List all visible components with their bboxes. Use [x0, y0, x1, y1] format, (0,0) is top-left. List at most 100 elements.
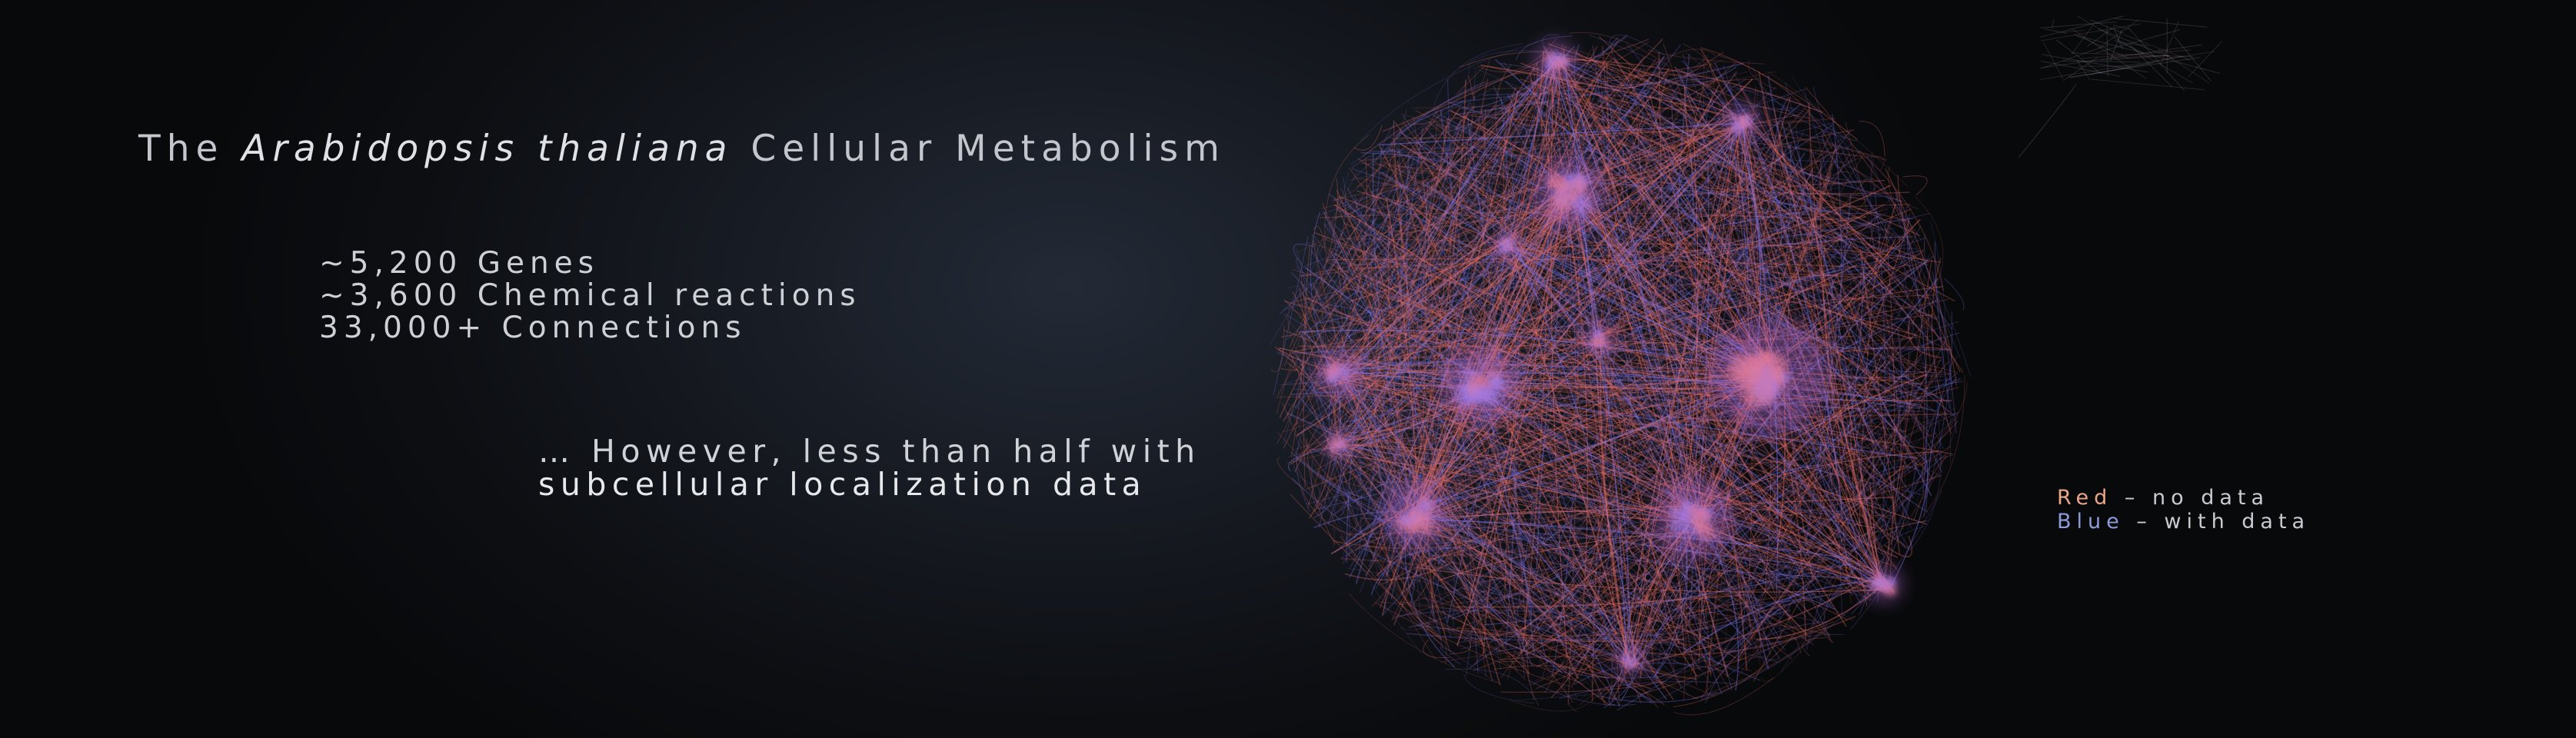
network-edge: [1895, 192, 1928, 494]
network-edge: [1388, 147, 1858, 183]
network-edge: [1344, 211, 1492, 373]
network-edge: [1595, 340, 1631, 661]
network-edge: [1559, 62, 1799, 588]
network-edge: [1299, 202, 1570, 457]
network-edge: [1331, 158, 1367, 376]
network-edge: [1399, 144, 1769, 364]
network-edge: [1699, 563, 1863, 622]
network-edge: [1343, 351, 1897, 457]
hub-node: [1669, 517, 1687, 535]
network-edge: [1403, 123, 1832, 637]
network-edge: [1860, 437, 1883, 504]
network-edge: [1519, 78, 1921, 237]
fragment-edge: [2076, 60, 2091, 81]
network-edge: [1276, 107, 1439, 397]
network-edge: [1400, 114, 1886, 289]
network-edge: [1480, 65, 1746, 121]
network-edge: [1428, 413, 1789, 534]
network-edge: [1335, 444, 1895, 517]
network-edge: [1599, 208, 1912, 341]
network-edge: [1381, 182, 1518, 198]
network-hubs: [1313, 39, 1904, 676]
network-edge: [1460, 557, 1829, 650]
network-edge: [1340, 257, 1699, 514]
network-edge: [1683, 123, 1737, 509]
network-edge: [1477, 483, 1812, 583]
network-edge: [1628, 65, 1712, 677]
network-edge: [1463, 464, 1832, 557]
network-edge: [1506, 472, 1791, 599]
network-edge: [1328, 121, 1744, 391]
network-edge: [1573, 44, 1599, 171]
network-edge: [1283, 103, 1524, 449]
network-edge: [1507, 109, 1519, 600]
network-edge: [1355, 363, 1910, 438]
network-edge: [1336, 261, 1505, 648]
network-edge: [1343, 83, 1603, 526]
network-edge: [1411, 236, 1913, 313]
network-edge: [1455, 105, 1476, 131]
network-edge: [1716, 592, 1816, 667]
network-edge: [1584, 89, 1689, 603]
network-edge: [1636, 97, 1806, 243]
network-edge: [1577, 100, 1747, 212]
network-edge: [1469, 193, 1885, 585]
network-edge: [1298, 298, 1316, 318]
network-edge: [1859, 359, 1875, 573]
fragment-edge: [2039, 15, 2124, 38]
network-edge: [1663, 138, 1884, 478]
fragment-edge: [2062, 60, 2141, 63]
network-edge: [1754, 216, 1877, 620]
network-edge: [1339, 342, 1397, 413]
network-edge: [1466, 266, 1890, 605]
fragment-edge: [2160, 21, 2180, 65]
hub-node: [1732, 124, 1739, 132]
network-edge: [1379, 120, 1462, 455]
network-edge: [1596, 128, 1737, 339]
hub-node: [1407, 507, 1420, 520]
network-edge: [1346, 193, 1562, 454]
network-edge: [1516, 124, 1907, 240]
network-edge: [1502, 45, 1598, 247]
network-edge: [1339, 61, 1556, 375]
network-edge: [1790, 171, 1851, 222]
network-edge: [1374, 184, 1502, 670]
network-edge: [1283, 178, 1338, 367]
network-edge: [1575, 435, 1902, 613]
network-edge: [1516, 35, 1573, 61]
network-edge: [1333, 472, 1446, 644]
network-edge: [1529, 79, 1955, 302]
network-edge: [1922, 310, 1929, 482]
network-edge: [1780, 524, 1890, 673]
network-edge: [1324, 260, 1891, 520]
network-edge: [1629, 133, 1770, 665]
network-edge: [1822, 131, 1855, 188]
fragment-edge: [2056, 39, 2102, 75]
network-edge: [1544, 152, 1851, 693]
network-edge: [1934, 241, 1951, 409]
network-edge: [1416, 150, 1862, 572]
hub-node: [1632, 656, 1636, 660]
fragment-edge: [2123, 34, 2191, 61]
network-edge: [1566, 90, 1713, 683]
network-edge: [1898, 213, 1931, 228]
network-edge: [1564, 59, 1721, 141]
network-edge: [1503, 86, 1517, 246]
network-edge: [1921, 374, 1965, 520]
hub-node: [1473, 384, 1492, 403]
network-edge: [1310, 283, 1707, 650]
network-edge: [1738, 467, 1835, 663]
network-edge: [1379, 122, 1739, 146]
network-edge: [1696, 185, 1890, 241]
network-edge: [1372, 402, 1609, 683]
network-edge: [1457, 193, 1861, 552]
network-edge: [1752, 67, 1869, 426]
network-edge: [1321, 354, 1888, 588]
network-edge: [1340, 244, 1901, 457]
network-edge: [1407, 508, 1842, 521]
network-edge: [1885, 224, 1895, 589]
network-edge: [1486, 139, 1549, 159]
network-edge: [1342, 184, 1892, 372]
network-edge: [1656, 246, 1763, 637]
network-edge: [1344, 199, 1833, 607]
